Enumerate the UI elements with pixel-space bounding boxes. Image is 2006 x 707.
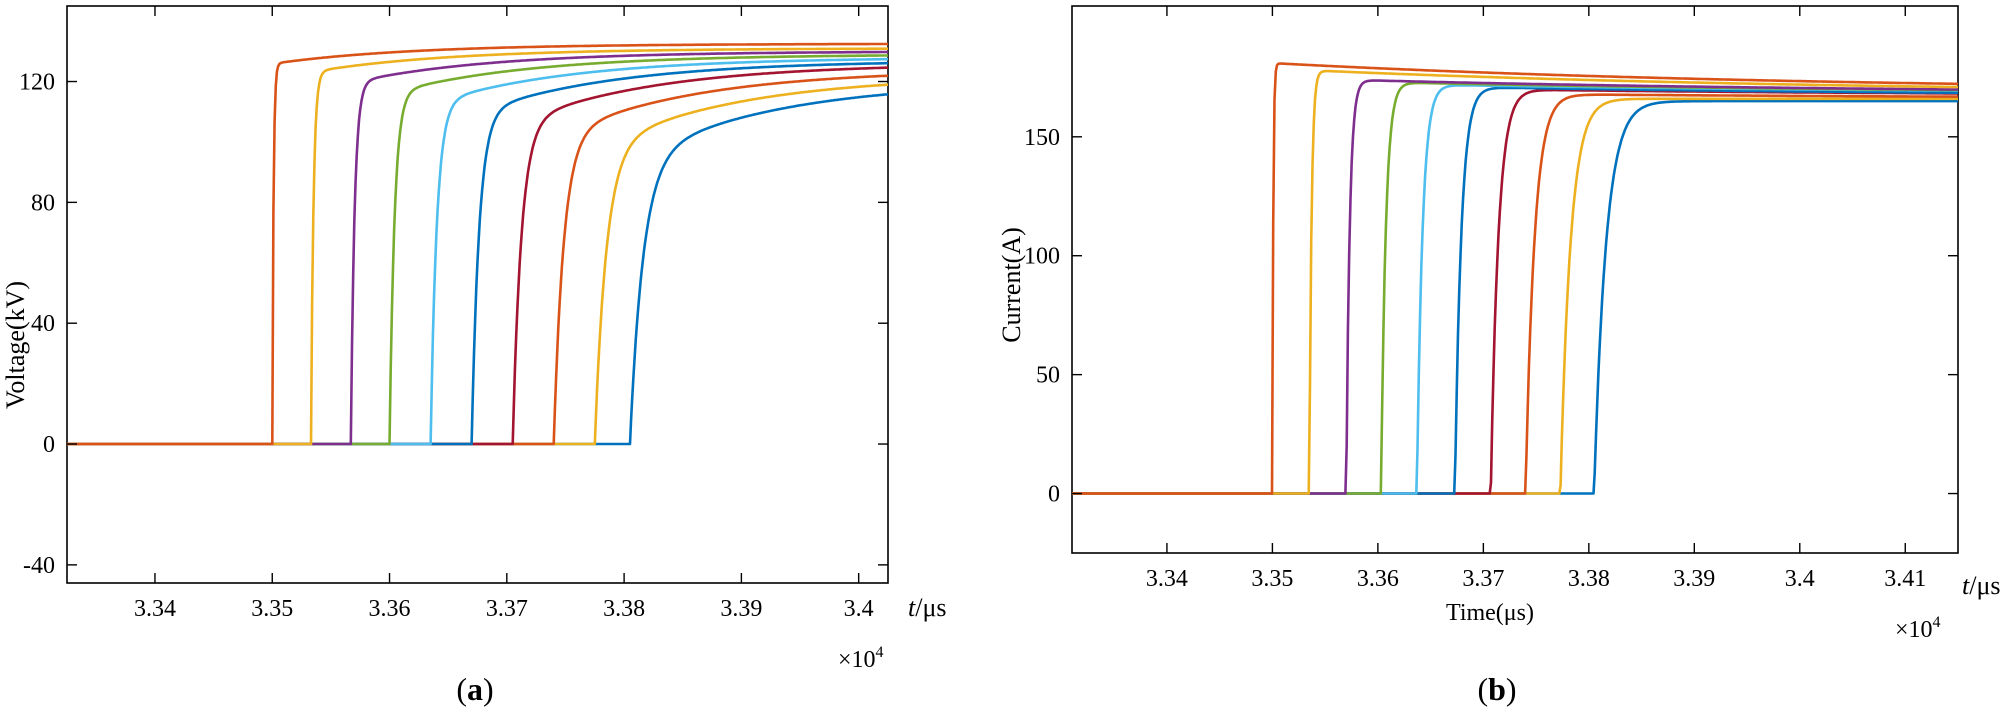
panel-label-a: (a) [456, 671, 493, 707]
x-tick-label-a: 3.34 [134, 596, 176, 622]
x-unit-italic-a: t [908, 593, 916, 622]
x-tick-label-b: 3.4 [1785, 566, 1815, 592]
x-tick-label-b: 3.34 [1146, 566, 1188, 592]
panel-label-close-a: ) [483, 671, 494, 707]
series-line-b [1072, 93, 1958, 495]
panel-b-current-chart: 3.34 3.35 3.36 3.37 3.38 3.39 3.4 3.41 0 50 100 150… [997, 5, 2001, 707]
x-unit-rest-b: /μs [1969, 571, 2000, 600]
y-axis-label-b: Current(A) [997, 227, 1026, 343]
series-line-b [1072, 62, 1958, 495]
panel-label-close-b: ) [1506, 671, 1517, 707]
x-multiplier-b: ×104 [1895, 614, 1941, 643]
panel-label-letter-b: b [1488, 671, 1506, 707]
panel-a-voltage-chart: 3.34 3.35 3.36 3.37 3.38 3.39 3.4 -40 0 40 80 120 V… [1, 5, 947, 707]
series-line-a [66, 42, 889, 446]
panel-label-open-b: ( [1477, 671, 1488, 707]
x-tick-label-a: 3.4 [844, 596, 874, 622]
y-tick-label-a: -40 [23, 553, 55, 579]
y-tick-label-b: 50 [1036, 363, 1060, 389]
x-axis-label-b: Time(μs) [1446, 600, 1534, 626]
y-tick-label-a: 0 [43, 432, 55, 458]
y-axis-label-a: Voltage(kV) [1, 281, 30, 409]
series-line-b [1072, 84, 1958, 495]
x-tick-label-a: 3.36 [369, 596, 411, 622]
series-group-b [1072, 62, 1958, 495]
y-tick-label-b: 150 [1024, 125, 1060, 151]
series-line-b [1072, 97, 1958, 495]
y-tick-label-b: 0 [1048, 482, 1060, 508]
series-line-b [1072, 69, 1958, 495]
x-unit-rest-a: /μs [915, 593, 946, 622]
x-tick-label-a: 3.39 [720, 596, 762, 622]
x-multiplier-base-a: ×10 [838, 647, 876, 673]
x-multiplier-a: ×104 [838, 644, 884, 673]
x-tick-label-a: 3.35 [251, 596, 293, 622]
plot-area-frame-a [66, 5, 889, 584]
plot-area-frame-b [1071, 5, 1959, 554]
x-tick-label-a: 3.38 [603, 596, 645, 622]
y-tick-label-a: 80 [31, 190, 55, 216]
y-tick-label-a: 120 [19, 70, 55, 96]
y-tick-label-a: 40 [31, 311, 55, 337]
x-tick-label-b: 3.38 [1568, 566, 1610, 592]
x-tick-label-b: 3.36 [1357, 566, 1399, 592]
series-line-b [1072, 99, 1958, 495]
panel-label-letter-a: a [467, 671, 483, 707]
series-group-a [66, 42, 889, 446]
x-tick-label-b: 3.35 [1251, 566, 1293, 592]
y-tick-label-b: 100 [1024, 244, 1060, 270]
ticks-group-a: 3.34 3.35 3.36 3.37 3.38 3.39 3.4 -40 0 40 80 120 [19, 6, 888, 622]
x-axis-unit-b: t/μs [1962, 571, 2001, 600]
series-line-b [1072, 81, 1958, 495]
series-line-b [1072, 79, 1958, 495]
x-tick-label-b: 3.39 [1673, 566, 1715, 592]
x-multiplier-base-b: ×10 [1895, 617, 1933, 643]
x-unit-italic-b: t [1962, 571, 1970, 600]
panel-label-open-a: ( [456, 671, 467, 707]
panel-label-b: (b) [1477, 671, 1516, 707]
x-axis-unit-a: t/μs [908, 593, 947, 622]
x-tick-label-b: 3.41 [1884, 566, 1926, 592]
series-line-b [1072, 88, 1958, 495]
x-tick-label-a: 3.37 [486, 596, 528, 622]
x-multiplier-exp-b: 4 [1933, 614, 1941, 631]
series-line-a [66, 61, 889, 446]
ticks-group-b: 3.34 3.35 3.36 3.37 3.38 3.39 3.4 3.41 0 50 100 150 [1024, 6, 1958, 592]
series-line-b [1072, 86, 1958, 495]
x-multiplier-exp-a: 4 [876, 644, 884, 661]
x-tick-label-b: 3.37 [1462, 566, 1504, 592]
